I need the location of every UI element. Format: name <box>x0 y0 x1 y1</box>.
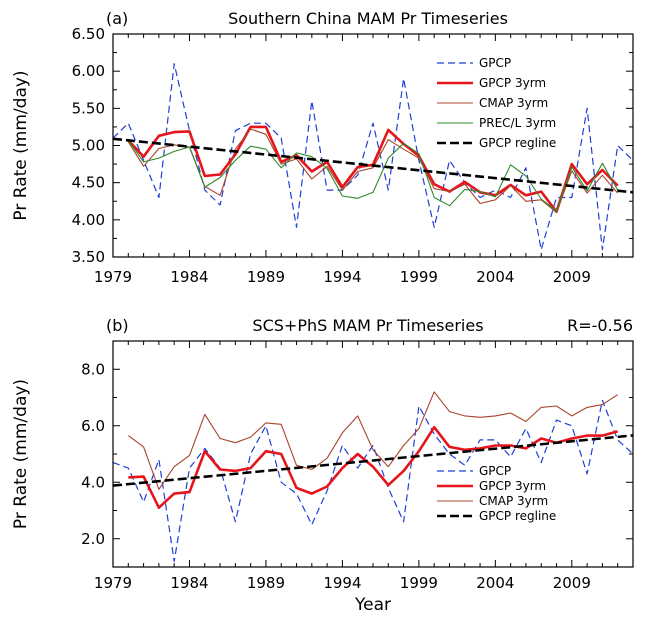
x-tick-label: 1979 <box>94 574 132 592</box>
x-tick-label: 1999 <box>400 268 438 286</box>
series-line-gpcp <box>113 399 633 562</box>
y-tick-label: 6.0 <box>81 417 105 435</box>
series-group <box>113 391 633 562</box>
legend-label: CMAP 3yrm <box>479 96 548 110</box>
legend-label: GPCP regline <box>479 136 556 150</box>
y-axis-label: Pr Rate (mm/day) <box>11 70 31 220</box>
legend-label: GPCP 3yrm <box>479 76 546 90</box>
x-tick-label: 1999 <box>400 574 438 592</box>
legend-label: GPCP regline <box>479 509 556 523</box>
legend: GPCP GPCP 3yrm CMAP 3yrm PREC/L 3yrm GPCP re… <box>437 56 556 150</box>
x-axis-label: Year <box>354 595 391 615</box>
x-tick-label: 1989 <box>247 268 285 286</box>
y-tick-label: 4.0 <box>81 473 105 491</box>
y-tick-label: 8.0 <box>81 360 105 378</box>
series-line-prec-l-3yrm <box>127 139 619 212</box>
series-line-cmap-3yrm <box>127 128 619 213</box>
x-tick-label: 2004 <box>476 574 514 592</box>
plot-frame <box>112 340 634 568</box>
x-tick-label: 2004 <box>476 268 514 286</box>
legend-label: PREC/L 3yrm <box>479 116 556 130</box>
y-tick-label: 4.00 <box>72 211 105 229</box>
legend-label: GPCP <box>479 464 511 478</box>
chart-title: SCS+PhS MAM Pr Timeseries <box>252 316 483 335</box>
correlation-annotation: R=-0.56 <box>567 316 633 335</box>
y-tick-label: 4.50 <box>72 174 105 192</box>
y-axis-label: Pr Rate (mm/day) <box>11 379 31 529</box>
legend-label: GPCP <box>479 56 511 70</box>
series-group <box>113 63 633 251</box>
series-line-gpcp-3yrm <box>128 425 619 509</box>
x-tick-label: 1984 <box>170 574 208 592</box>
x-tick-label: 1989 <box>247 574 285 592</box>
y-tick-label: 3.50 <box>72 248 105 266</box>
x-tick-label: 2009 <box>553 574 591 592</box>
x-tick-label: 1994 <box>323 574 361 592</box>
panel-label: (b) <box>106 316 129 335</box>
chart-panel-2: 1979 1984 1989 1994 1999 2004 2009 2.0 4.0 6.0 8.0… <box>11 316 634 615</box>
panel-label: (a) <box>106 9 128 28</box>
x-tick-label: 1994 <box>323 268 361 286</box>
y-tick-label: 6.50 <box>72 25 105 43</box>
legend-label: CMAP 3yrm <box>479 494 548 508</box>
y-tick-label: 2.0 <box>81 530 105 548</box>
x-tick-label: 2009 <box>553 268 591 286</box>
chart-panel-1: 1979 1984 1989 1994 1999 2004 2009 3.50 4.00 4.50… <box>11 9 634 286</box>
series-line-gpcp-regline <box>113 137 633 194</box>
y-tick-label: 6.00 <box>72 62 105 80</box>
series-line-gpcp <box>113 63 633 251</box>
x-tick-label: 1984 <box>170 268 208 286</box>
x-tick-label: 1979 <box>94 268 132 286</box>
y-tick-label: 5.50 <box>72 99 105 117</box>
legend-label: GPCP 3yrm <box>479 479 546 493</box>
series-line-cmap-3yrm <box>127 391 618 490</box>
chart-title: Southern China MAM Pr Timeseries <box>228 9 508 28</box>
y-tick-label: 5.00 <box>72 137 105 155</box>
series-line-gpcp-regline <box>113 434 633 487</box>
